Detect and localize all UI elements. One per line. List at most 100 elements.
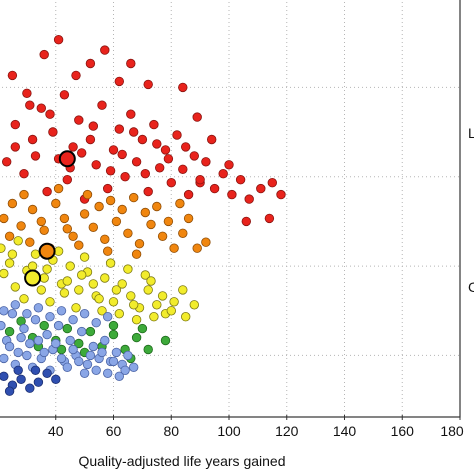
point-darkblue (25, 383, 35, 393)
point-blue (128, 362, 139, 373)
point-red (192, 112, 202, 122)
point-red (62, 174, 73, 185)
point-red (10, 142, 21, 152)
point-yellow (128, 300, 139, 310)
point-orange (123, 228, 133, 239)
point-blue (114, 371, 125, 382)
point-blue (123, 350, 133, 361)
point-red (102, 183, 113, 194)
point-orange (0, 213, 9, 224)
point-yellow (146, 276, 156, 286)
highlight-points (24, 150, 76, 287)
point-orange (51, 198, 61, 209)
point-yellow (108, 297, 119, 307)
highlight-point-orange (38, 242, 56, 260)
point-red (166, 177, 177, 188)
point-yellow (117, 279, 127, 289)
point-red (163, 154, 174, 164)
point-yellow (157, 291, 168, 301)
point-blue (65, 335, 75, 346)
x-tick-label: 80 (163, 423, 179, 439)
point-red (180, 142, 191, 152)
point-orange (19, 189, 29, 200)
x-tick-label: 60 (106, 423, 122, 439)
point-green (143, 344, 153, 355)
point-red (114, 76, 125, 87)
point-yellow (71, 303, 81, 313)
point-red (76, 148, 87, 158)
point-orange (117, 204, 127, 215)
point-yellow (97, 306, 107, 316)
point-red (39, 49, 49, 60)
point-blue (56, 306, 67, 316)
point-darkblue (13, 365, 23, 376)
point-darkblue (33, 377, 44, 387)
point-yellow (166, 306, 177, 316)
point-yellow (10, 282, 21, 292)
point-red (1, 157, 12, 167)
point-blue (88, 341, 99, 352)
point-yellow (74, 285, 84, 295)
point-blue (111, 347, 122, 358)
point-orange (27, 204, 38, 215)
point-blue (13, 347, 23, 358)
point-orange (105, 195, 116, 206)
point-orange (192, 243, 202, 253)
point-red (154, 163, 165, 173)
point-yellow (39, 273, 49, 283)
point-blue (82, 359, 93, 370)
point-red (224, 160, 234, 170)
point-darkblue (51, 374, 61, 385)
point-darkblue (4, 386, 15, 396)
point-red (71, 70, 81, 81)
point-blue (22, 350, 32, 361)
point-red (108, 145, 119, 155)
point-orange (25, 237, 35, 247)
point-red (105, 166, 116, 176)
point-red (114, 124, 125, 134)
point-blue (33, 335, 44, 346)
point-blue (56, 353, 67, 364)
point-orange (82, 189, 93, 200)
point-green (160, 335, 171, 346)
point-red (91, 160, 101, 170)
point-orange (111, 216, 122, 227)
point-yellow (45, 297, 55, 307)
point-yellow (105, 258, 116, 268)
point-orange (146, 219, 156, 230)
point-blue (4, 341, 15, 352)
point-orange (163, 216, 174, 227)
point-orange (74, 240, 84, 250)
point-yellow (0, 243, 6, 253)
point-green (137, 323, 148, 334)
point-yellow (30, 249, 41, 259)
point-blue (100, 335, 110, 346)
point-yellow (13, 236, 23, 246)
point-green (39, 320, 49, 331)
point-red (74, 115, 84, 125)
point-green (108, 320, 119, 331)
point-red (267, 177, 278, 188)
point-blue (7, 309, 18, 319)
point-orange (88, 222, 99, 233)
point-orange (201, 237, 211, 247)
point-blue (85, 350, 96, 361)
point-blue (22, 309, 32, 319)
point-blue (79, 309, 90, 319)
point-red (48, 127, 58, 137)
point-blue (97, 347, 107, 358)
point-yellow (100, 273, 110, 283)
point-green (85, 326, 96, 337)
point-blue (25, 338, 35, 349)
point-blue (51, 338, 61, 349)
point-red (178, 164, 188, 175)
point-blue (102, 312, 113, 322)
point-yellow (4, 258, 15, 268)
point-yellow (178, 285, 188, 295)
point-orange (94, 201, 104, 212)
point-orange (16, 221, 26, 231)
point-yellow (62, 276, 73, 286)
point-red (27, 134, 38, 145)
point-blue (102, 368, 113, 379)
